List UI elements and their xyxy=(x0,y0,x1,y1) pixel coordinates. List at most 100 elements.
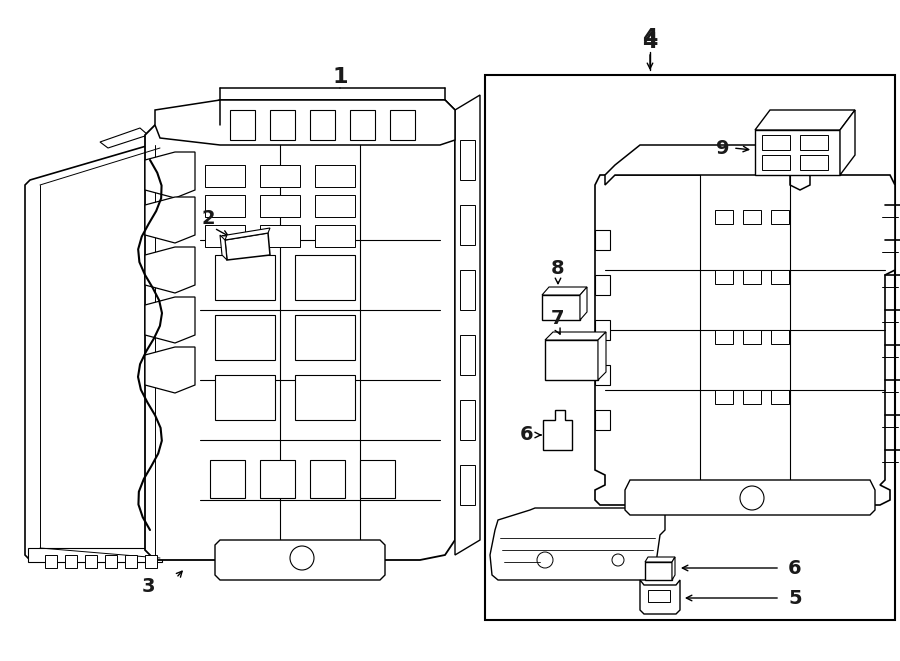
Polygon shape xyxy=(755,110,855,130)
Polygon shape xyxy=(350,110,375,140)
Polygon shape xyxy=(545,340,598,380)
Polygon shape xyxy=(310,460,345,498)
Polygon shape xyxy=(145,555,157,568)
Polygon shape xyxy=(715,390,733,404)
Polygon shape xyxy=(762,135,790,150)
Polygon shape xyxy=(155,100,455,145)
Polygon shape xyxy=(460,140,475,180)
Polygon shape xyxy=(205,165,245,187)
Polygon shape xyxy=(605,145,810,190)
Text: 2: 2 xyxy=(202,208,215,227)
Polygon shape xyxy=(25,142,170,560)
Polygon shape xyxy=(315,165,355,187)
Polygon shape xyxy=(755,130,840,175)
Polygon shape xyxy=(580,287,587,320)
Polygon shape xyxy=(85,555,97,568)
Polygon shape xyxy=(360,460,395,498)
Text: 7: 7 xyxy=(551,309,565,327)
Text: 3: 3 xyxy=(141,576,155,596)
Polygon shape xyxy=(215,375,275,420)
Polygon shape xyxy=(260,195,300,217)
Text: 9: 9 xyxy=(716,139,730,157)
Polygon shape xyxy=(595,410,610,430)
Polygon shape xyxy=(743,390,761,404)
Polygon shape xyxy=(595,365,610,385)
Polygon shape xyxy=(640,580,680,614)
Polygon shape xyxy=(145,197,195,243)
Polygon shape xyxy=(771,210,789,224)
Polygon shape xyxy=(542,295,580,320)
Polygon shape xyxy=(800,155,828,170)
Polygon shape xyxy=(205,225,245,247)
Polygon shape xyxy=(771,270,789,284)
Polygon shape xyxy=(460,465,475,505)
Polygon shape xyxy=(145,247,195,293)
Polygon shape xyxy=(715,210,733,224)
Polygon shape xyxy=(315,225,355,247)
Polygon shape xyxy=(260,225,300,247)
Polygon shape xyxy=(672,557,675,580)
Polygon shape xyxy=(840,110,855,175)
Polygon shape xyxy=(545,332,606,340)
Polygon shape xyxy=(260,165,300,187)
Polygon shape xyxy=(743,210,761,224)
Polygon shape xyxy=(295,315,355,360)
Polygon shape xyxy=(220,235,227,260)
Polygon shape xyxy=(215,315,275,360)
Polygon shape xyxy=(210,460,245,498)
Polygon shape xyxy=(715,330,733,344)
Polygon shape xyxy=(645,557,675,562)
Text: 1: 1 xyxy=(332,67,347,87)
Text: 4: 4 xyxy=(643,28,658,48)
Polygon shape xyxy=(460,400,475,440)
Polygon shape xyxy=(595,275,610,295)
Polygon shape xyxy=(215,540,385,580)
Polygon shape xyxy=(595,170,895,505)
Polygon shape xyxy=(230,110,255,140)
Polygon shape xyxy=(460,205,475,245)
Polygon shape xyxy=(762,155,790,170)
Polygon shape xyxy=(771,330,789,344)
Polygon shape xyxy=(145,347,195,393)
Polygon shape xyxy=(715,270,733,284)
Polygon shape xyxy=(145,297,195,343)
Polygon shape xyxy=(800,135,828,150)
Polygon shape xyxy=(455,95,480,555)
Text: 8: 8 xyxy=(551,258,565,278)
Polygon shape xyxy=(215,255,275,300)
Polygon shape xyxy=(625,480,875,515)
Polygon shape xyxy=(260,460,295,498)
Polygon shape xyxy=(595,320,610,340)
Text: 6: 6 xyxy=(520,426,534,444)
Text: 6: 6 xyxy=(788,559,802,578)
Polygon shape xyxy=(648,590,670,602)
Polygon shape xyxy=(543,410,572,450)
Polygon shape xyxy=(598,332,606,380)
Polygon shape xyxy=(490,508,665,580)
Polygon shape xyxy=(485,75,895,620)
Polygon shape xyxy=(270,110,295,140)
Polygon shape xyxy=(771,390,789,404)
Polygon shape xyxy=(310,110,335,140)
Polygon shape xyxy=(105,555,117,568)
Polygon shape xyxy=(743,270,761,284)
Polygon shape xyxy=(645,562,672,580)
Polygon shape xyxy=(595,230,610,250)
Polygon shape xyxy=(125,555,137,568)
Polygon shape xyxy=(28,548,162,562)
Polygon shape xyxy=(460,335,475,375)
Polygon shape xyxy=(205,195,245,217)
Text: 4: 4 xyxy=(643,32,658,52)
Polygon shape xyxy=(100,128,148,148)
Polygon shape xyxy=(225,228,270,240)
Polygon shape xyxy=(315,195,355,217)
Polygon shape xyxy=(225,233,270,260)
Text: 5: 5 xyxy=(788,588,802,607)
Polygon shape xyxy=(145,100,455,560)
Polygon shape xyxy=(295,255,355,300)
Polygon shape xyxy=(45,555,57,568)
Polygon shape xyxy=(295,375,355,420)
Polygon shape xyxy=(542,287,587,295)
Polygon shape xyxy=(743,330,761,344)
Polygon shape xyxy=(390,110,415,140)
